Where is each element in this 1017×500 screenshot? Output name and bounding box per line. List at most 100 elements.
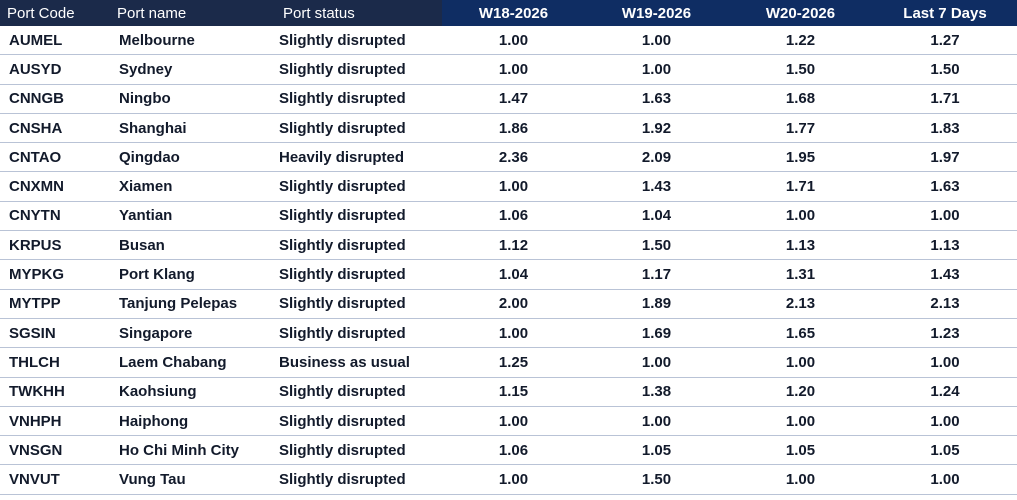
- table-row: TWKHH Kaohsiung Slightly disrupted 1.15 1.38…: [0, 377, 1017, 407]
- table-row: CNYTN Yantian Slightly disrupted 1.06 1.04 1.…: [0, 201, 1017, 232]
- table-row: AUMEL Melbourne Slightly disrupted 1.00 1.00…: [0, 26, 1017, 56]
- w19-value-cell: 1.92: [585, 113, 728, 144]
- w20-value-cell: 1.00: [728, 347, 873, 378]
- last-7-days-value-cell: 1.43: [873, 259, 1017, 290]
- port-code-cell: KRPUS: [0, 230, 110, 261]
- w19-value-cell: 1.38: [585, 377, 728, 407]
- port-name-cell: Qingdao: [110, 142, 276, 173]
- w20-value-cell: 1.00: [728, 406, 873, 437]
- column-header-port-status: Port status: [276, 0, 442, 26]
- w20-value-cell: 1.65: [728, 318, 873, 349]
- table-row: VNVUT Vung Tau Slightly disrupted 1.00 1.50 1…: [0, 464, 1017, 495]
- port-name-cell: Busan: [110, 230, 276, 261]
- table-row: CNNGB Ningbo Slightly disrupted 1.47 1.63 1.6…: [0, 84, 1017, 114]
- w18-value-cell: 1.00: [442, 54, 585, 85]
- port-name-cell: Kaohsiung: [110, 377, 276, 407]
- last-7-days-value-cell: 1.50: [873, 54, 1017, 85]
- table-row: THLCH Laem Chabang Business as usual 1.25 1.…: [0, 347, 1017, 378]
- table-row: CNXMN Xiamen Slightly disrupted 1.00 1.43 1.7…: [0, 171, 1017, 202]
- port-name-cell: Yantian: [110, 201, 276, 232]
- port-status-cell: Slightly disrupted: [276, 406, 442, 437]
- port-status-cell: Slightly disrupted: [276, 289, 442, 319]
- w19-value-cell: 2.09: [585, 142, 728, 173]
- w19-value-cell: 1.00: [585, 54, 728, 85]
- port-status-cell: Slightly disrupted: [276, 230, 442, 261]
- port-name-cell: Vung Tau: [110, 464, 276, 495]
- port-status-cell: Slightly disrupted: [276, 201, 442, 232]
- w18-value-cell: 1.12: [442, 230, 585, 261]
- port-code-cell: CNNGB: [0, 84, 110, 114]
- w20-value-cell: 1.71: [728, 171, 873, 202]
- column-header-w19: W19-2026: [585, 0, 728, 26]
- table-row: VNSGN Ho Chi Minh City Slightly disrupted 1…: [0, 435, 1017, 466]
- w18-value-cell: 1.06: [442, 435, 585, 466]
- w18-value-cell: 1.00: [442, 464, 585, 495]
- port-code-cell: CNYTN: [0, 201, 110, 232]
- w19-value-cell: 1.04: [585, 201, 728, 232]
- w18-value-cell: 1.00: [442, 318, 585, 349]
- w18-value-cell: 1.00: [442, 171, 585, 202]
- w18-value-cell: 2.36: [442, 142, 585, 173]
- port-status-cell: Slightly disrupted: [276, 464, 442, 495]
- w19-value-cell: 1.00: [585, 347, 728, 378]
- port-code-cell: VNHPH: [0, 406, 110, 437]
- port-code-cell: VNVUT: [0, 464, 110, 495]
- port-status-cell: Slightly disrupted: [276, 318, 442, 349]
- last-7-days-value-cell: 1.23: [873, 318, 1017, 349]
- w19-value-cell: 1.89: [585, 289, 728, 319]
- last-7-days-value-cell: 1.97: [873, 142, 1017, 173]
- last-7-days-value-cell: 1.00: [873, 347, 1017, 378]
- table-row: CNSHA Shanghai Slightly disrupted 1.86 1.92 1…: [0, 113, 1017, 144]
- w19-value-cell: 1.00: [585, 26, 728, 56]
- table-row: CNTAO Qingdao Heavily disrupted 2.36 2.09 1.9…: [0, 142, 1017, 173]
- last-7-days-value-cell: 1.05: [873, 435, 1017, 466]
- last-7-days-value-cell: 1.24: [873, 377, 1017, 407]
- last-7-days-value-cell: 1.83: [873, 113, 1017, 144]
- port-status-cell: Business as usual: [276, 347, 442, 378]
- w18-value-cell: 1.04: [442, 259, 585, 290]
- w20-value-cell: 1.13: [728, 230, 873, 261]
- w19-value-cell: 1.69: [585, 318, 728, 349]
- w20-value-cell: 1.20: [728, 377, 873, 407]
- port-name-cell: Ningbo: [110, 84, 276, 114]
- port-code-cell: MYTPP: [0, 289, 110, 319]
- w19-value-cell: 1.63: [585, 84, 728, 114]
- last-7-days-value-cell: 1.00: [873, 201, 1017, 232]
- w20-value-cell: 1.77: [728, 113, 873, 144]
- port-code-cell: MYPKG: [0, 259, 110, 290]
- port-status-cell: Slightly disrupted: [276, 259, 442, 290]
- table-row: VNHPH Haiphong Slightly disrupted 1.00 1.00 1…: [0, 406, 1017, 437]
- column-header-last-7-days: Last 7 Days: [873, 0, 1017, 26]
- port-code-cell: AUSYD: [0, 54, 110, 85]
- header-row: Port Code Port name Port status W18-2026…: [0, 0, 1017, 26]
- last-7-days-value-cell: 1.27: [873, 26, 1017, 56]
- port-status-cell: Slightly disrupted: [276, 84, 442, 114]
- w19-value-cell: 1.50: [585, 464, 728, 495]
- port-status-cell: Slightly disrupted: [276, 171, 442, 202]
- w20-value-cell: 1.05: [728, 435, 873, 466]
- w18-value-cell: 1.00: [442, 26, 585, 56]
- port-code-cell: CNTAO: [0, 142, 110, 173]
- table-row: AUSYD Sydney Slightly disrupted 1.00 1.00 1.5…: [0, 54, 1017, 85]
- port-code-cell: CNSHA: [0, 113, 110, 144]
- port-status-cell: Slightly disrupted: [276, 54, 442, 85]
- port-code-cell: AUMEL: [0, 26, 110, 56]
- port-name-cell: Tanjung Pelepas: [110, 289, 276, 319]
- w18-value-cell: 1.15: [442, 377, 585, 407]
- w20-value-cell: 1.00: [728, 201, 873, 232]
- table-row: SGSIN Singapore Slightly disrupted 1.00 1.69…: [0, 318, 1017, 349]
- table-row: MYTPP Tanjung Pelepas Slightly disrupted 2.…: [0, 289, 1017, 319]
- w20-value-cell: 1.50: [728, 54, 873, 85]
- last-7-days-value-cell: 2.13: [873, 289, 1017, 319]
- last-7-days-value-cell: 1.71: [873, 84, 1017, 114]
- w19-value-cell: 1.50: [585, 230, 728, 261]
- w19-value-cell: 1.17: [585, 259, 728, 290]
- w18-value-cell: 2.00: [442, 289, 585, 319]
- port-name-cell: Port Klang: [110, 259, 276, 290]
- w18-value-cell: 1.47: [442, 84, 585, 114]
- port-code-cell: THLCH: [0, 347, 110, 378]
- column-header-port-code: Port Code: [0, 0, 110, 26]
- port-status-cell: Slightly disrupted: [276, 26, 442, 56]
- port-name-cell: Melbourne: [110, 26, 276, 56]
